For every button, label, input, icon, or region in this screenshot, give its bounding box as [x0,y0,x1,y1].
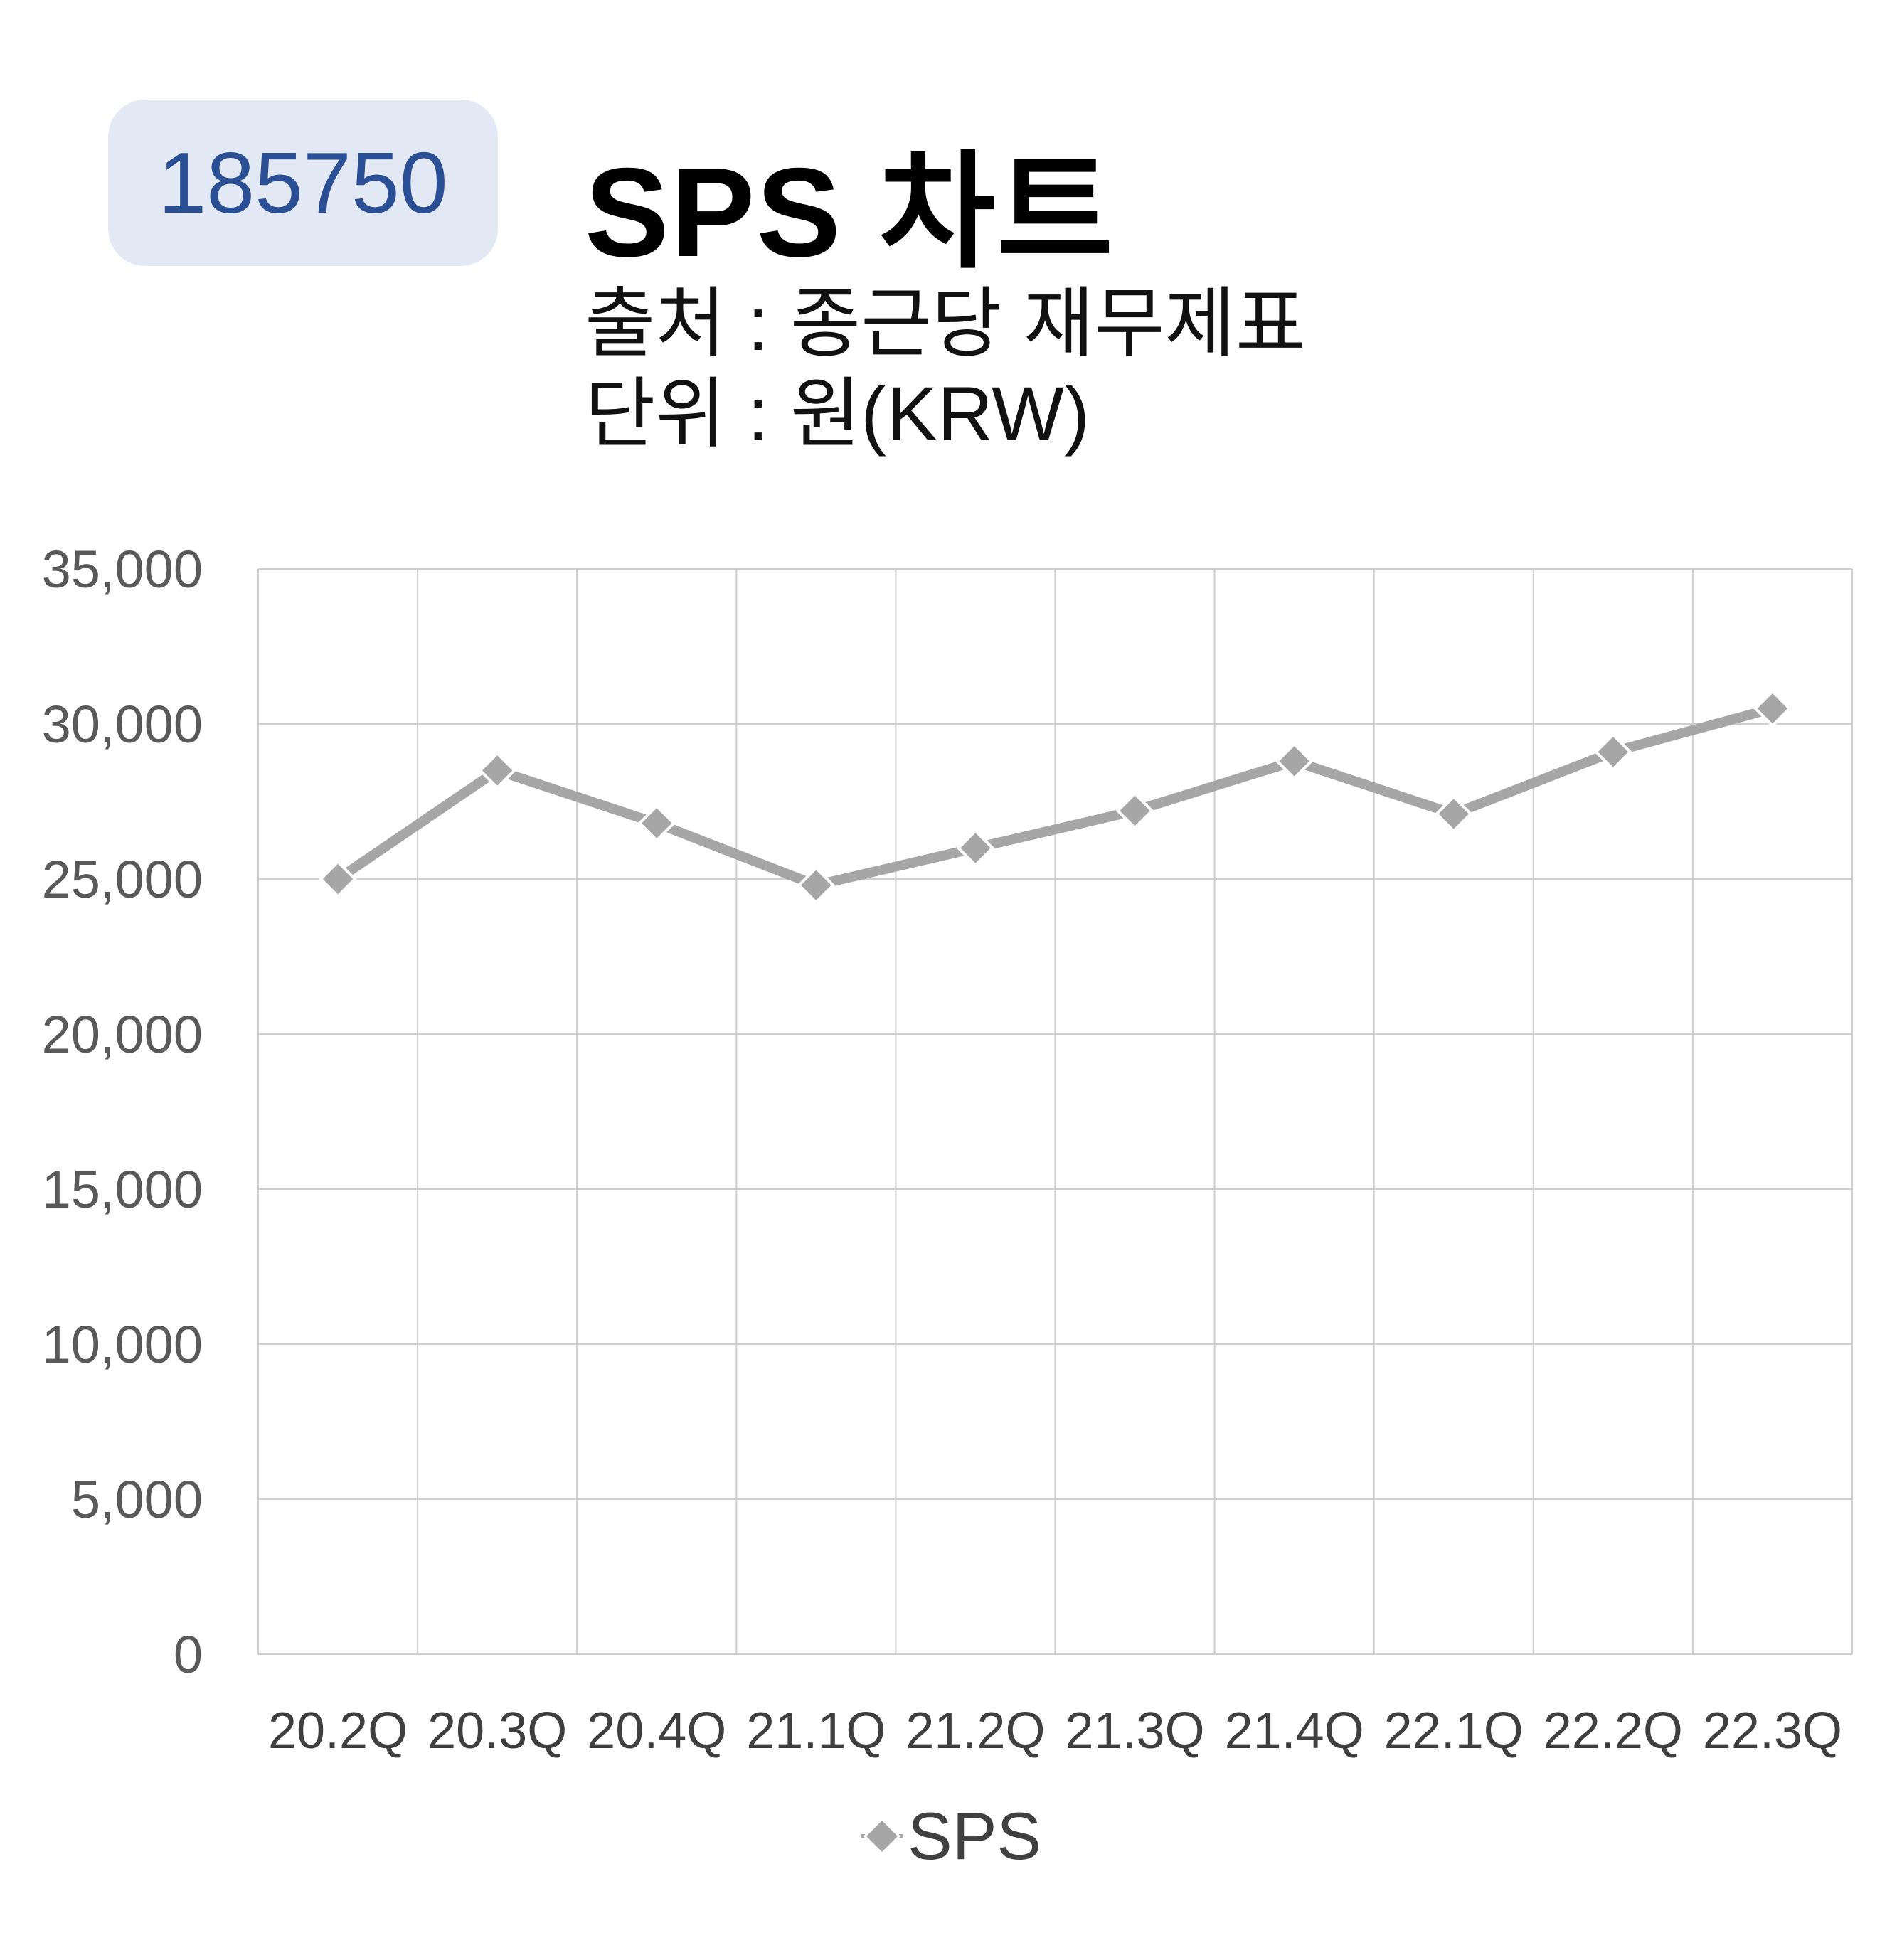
y-tick-label: 0 [174,1625,203,1684]
y-tick-label: 5,000 [71,1470,203,1529]
data-point-marker [1275,742,1314,781]
x-tick-label: 22.1Q [1384,1703,1524,1759]
x-tick-label: 21.4Q [1225,1703,1364,1759]
x-tick-label: 21.2Q [905,1703,1045,1759]
data-point-marker [1594,733,1632,772]
stock-code-badge: 185750 [108,100,498,266]
data-point-marker [1753,689,1792,728]
x-tick-label: 21.1Q [746,1703,886,1759]
y-tick-label: 20,000 [42,1005,203,1064]
x-tick-label: 21.3Q [1065,1703,1204,1759]
x-tick-label: 20.4Q [587,1703,726,1759]
stock-code: 185750 [158,134,448,231]
x-tick-label: 20.3Q [427,1703,567,1759]
x-tick-label: 22.2Q [1543,1703,1683,1759]
data-point-marker [319,860,357,898]
y-tick-label: 30,000 [42,695,203,754]
data-point-marker [1115,792,1154,830]
series-line-sps [333,703,1778,890]
y-tick-label: 15,000 [42,1160,203,1219]
data-point-marker [797,866,836,905]
data-point-marker [478,751,516,790]
y-tick-label: 35,000 [42,540,203,599]
x-tick-label: 22.3Q [1703,1703,1842,1759]
legend-marker [863,1817,901,1855]
y-tick-label: 10,000 [42,1315,203,1374]
data-point-marker [1434,794,1473,833]
data-point-marker [637,804,676,843]
legend-label: SPS [908,1799,1041,1873]
source-label: 출처 : 종근당 재무제표 [585,280,1307,366]
y-tick-label: 25,000 [42,850,203,909]
chart-title: SPS 차트 [585,142,1115,283]
x-tick-label: 20.2Q [268,1703,408,1759]
data-point-marker [956,829,995,868]
unit-label: 단위 : 원(KRW) [585,371,1090,457]
